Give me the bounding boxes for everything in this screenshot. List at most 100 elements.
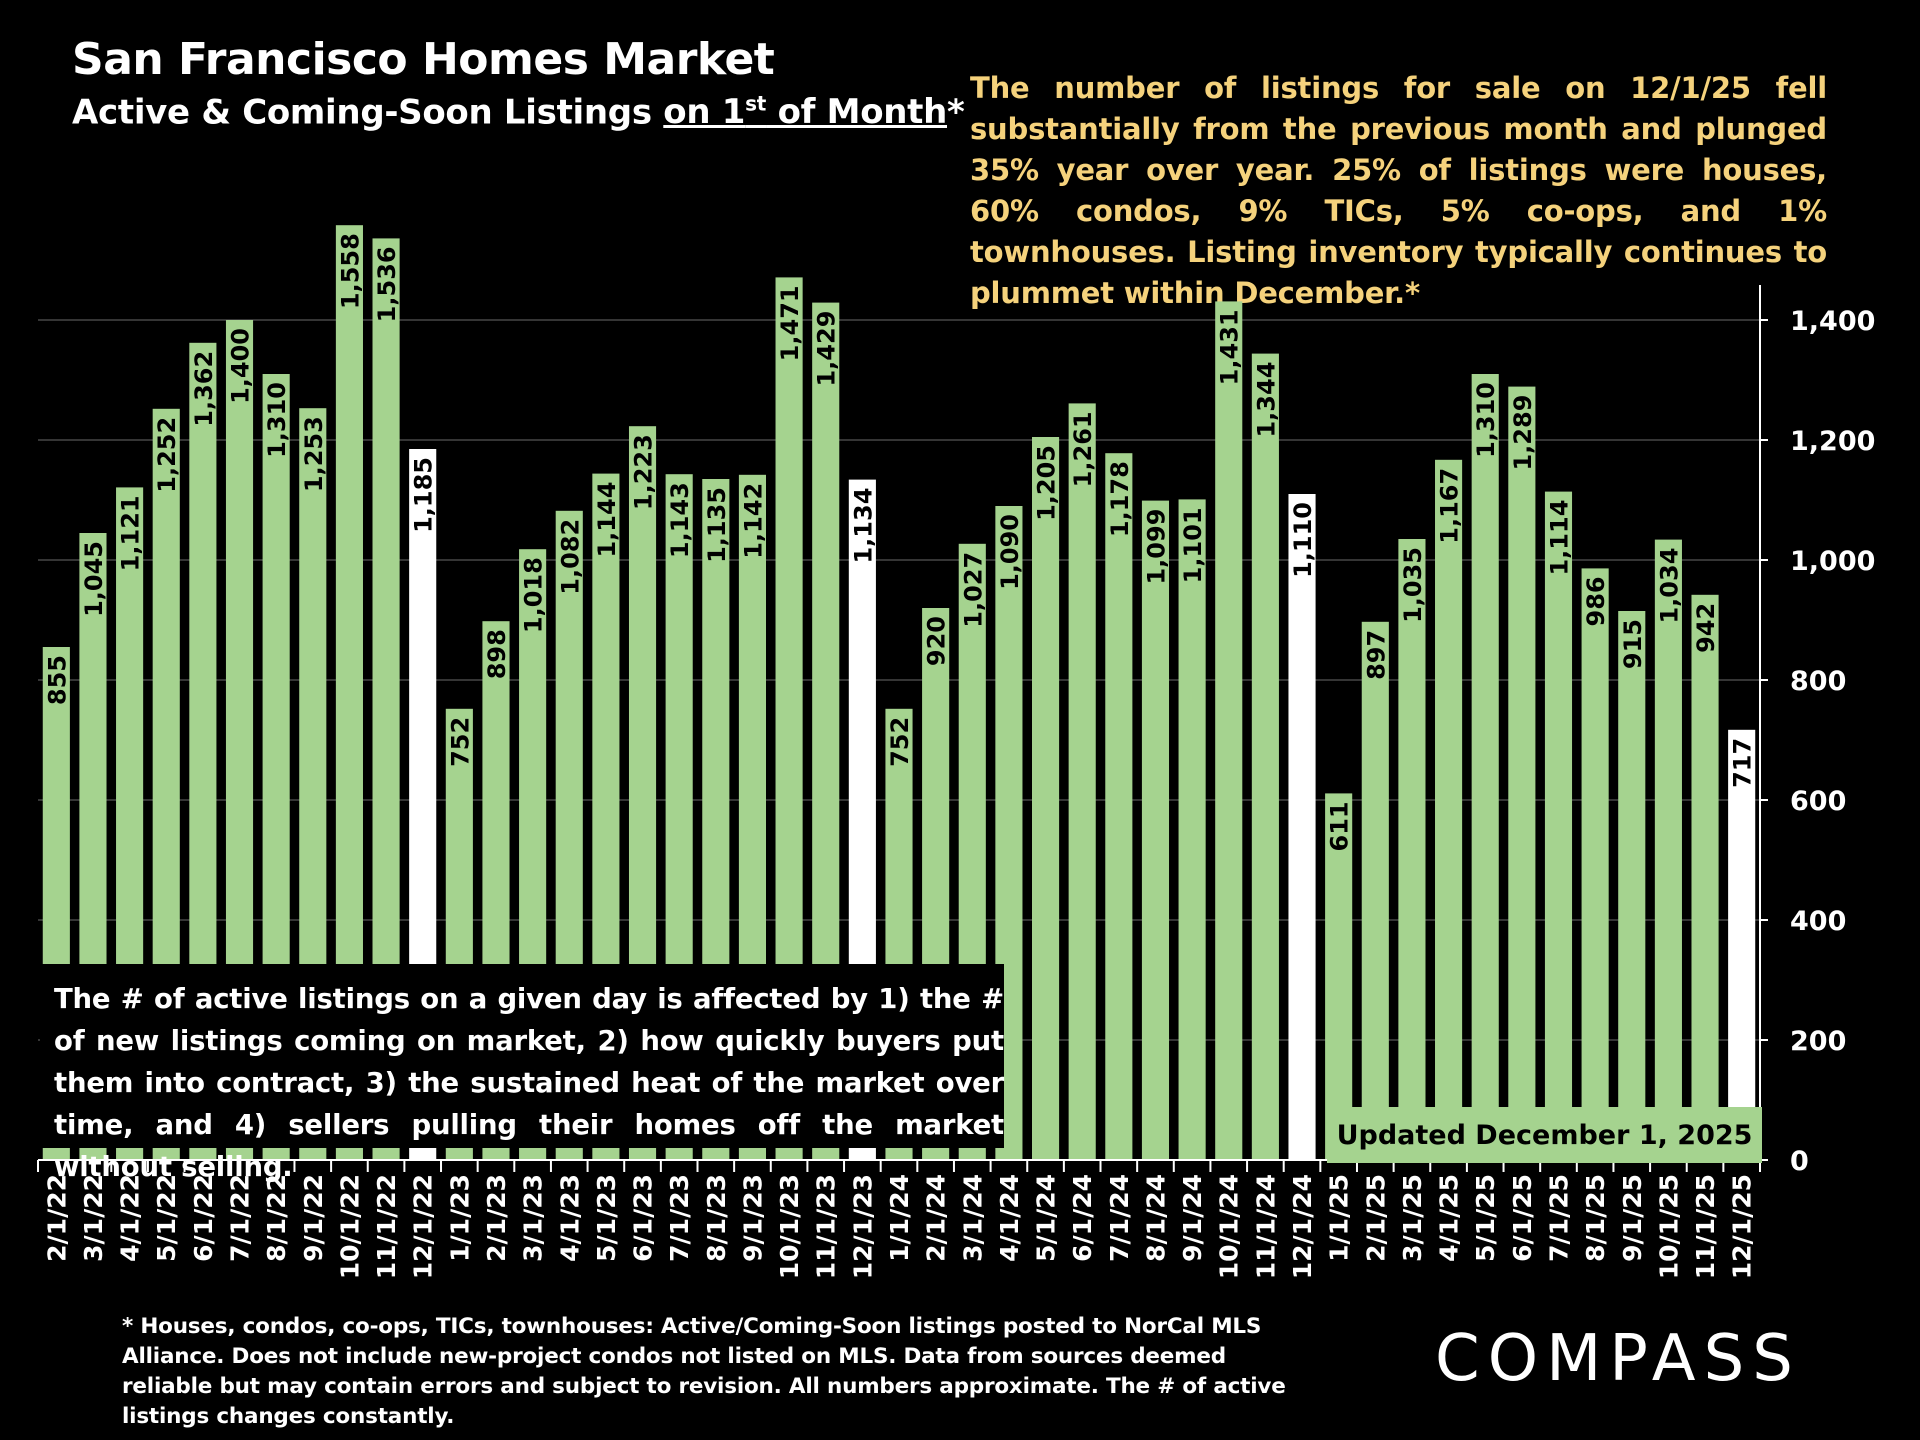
bar-value-label: 1,018: [520, 557, 548, 633]
bar-value-label: 1,121: [117, 495, 145, 571]
bar-value-label: 1,185: [410, 457, 438, 533]
x-tick-label: 5/1/23: [592, 1174, 621, 1262]
bar: [1728, 729, 1756, 1160]
x-tick-label: 1/1/25: [1325, 1174, 1354, 1262]
x-tick-label: 9/1/23: [738, 1174, 767, 1262]
chart-title: San Francisco Homes Market: [72, 34, 775, 85]
bar: [1178, 499, 1206, 1160]
y-tick-label: 800: [1790, 666, 1846, 697]
bar-value-label: 898: [483, 629, 511, 679]
bar-value-label: 1,082: [556, 519, 584, 595]
x-tick-label: 3/1/25: [1398, 1174, 1427, 1262]
bar-value-label: 1,143: [666, 482, 694, 558]
bar: [1031, 437, 1060, 1160]
y-tick-label: 600: [1790, 786, 1846, 817]
x-tick-label: 9/1/25: [1618, 1174, 1647, 1262]
bar: [1618, 611, 1646, 1160]
bar-value-label: 1,252: [153, 417, 181, 493]
x-tick-label: 11/1/22: [372, 1174, 401, 1279]
y-tick-label: 200: [1790, 1026, 1846, 1057]
bar-value-label: 1,035: [1399, 547, 1427, 623]
x-tick-label: 12/1/22: [409, 1174, 438, 1279]
compass-logo: COMPASS: [1435, 1322, 1801, 1396]
x-tick-label: 7/1/24: [1105, 1174, 1134, 1262]
bar: [1288, 494, 1316, 1160]
bar-value-label: 1,536: [373, 246, 401, 322]
x-tick-label: 4/1/22: [116, 1174, 145, 1262]
x-tick-label: 9/1/24: [1178, 1174, 1207, 1262]
bar: [1325, 793, 1353, 1160]
x-tick-label: 6/1/24: [1068, 1174, 1097, 1262]
bar-value-label: 1,099: [1142, 509, 1170, 585]
bar-value-label: 1,310: [263, 382, 291, 458]
bar-value-label: 1,090: [996, 514, 1024, 590]
x-tick-label: 1/1/24: [885, 1174, 914, 1262]
bar-value-label: 1,310: [1472, 382, 1500, 458]
bar-value-label: 1,034: [1655, 548, 1683, 624]
updated-badge: Updated December 1, 2025: [1327, 1107, 1762, 1163]
bar: [1068, 403, 1096, 1160]
bar-value-label: 1,261: [1069, 411, 1097, 487]
x-tick-label: 5/1/22: [152, 1174, 181, 1262]
x-tick-label: 5/1/24: [1032, 1174, 1061, 1262]
x-tick-label: 4/1/24: [995, 1174, 1024, 1262]
x-tick-label: 3/1/22: [79, 1174, 108, 1262]
bar: [1105, 453, 1133, 1160]
bar-value-label: 1,110: [1289, 502, 1317, 578]
x-tick-label: 2/1/22: [42, 1174, 71, 1262]
bar-labels: 855 1,045 1,121 1,252 1,362 1,400 1,310 1,253 1,…: [43, 233, 1756, 851]
y-tick-label: 0: [1790, 1146, 1809, 1177]
bar: [1544, 491, 1573, 1161]
bar-value-label: 855: [43, 655, 71, 705]
bar: [1215, 301, 1243, 1160]
bar: [1654, 539, 1682, 1160]
bar-value-label: 1,135: [703, 487, 731, 563]
x-tick-label: 3/1/23: [519, 1174, 548, 1262]
bar: [1398, 539, 1426, 1160]
bar-value-label: 915: [1619, 619, 1647, 669]
bar-value-label: 1,289: [1509, 395, 1537, 471]
x-tick-label: 4/1/25: [1435, 1174, 1464, 1262]
bar-value-label: 1,142: [739, 483, 767, 559]
bar: [1251, 353, 1279, 1161]
bar-value-label: 1,429: [813, 311, 841, 387]
explanatory-note: The # of active listings on a given day …: [40, 964, 1004, 1183]
bar-value-label: 1,144: [593, 482, 621, 558]
x-tick-label: 3/1/24: [958, 1174, 987, 1262]
x-tick-label: 1/1/23: [445, 1174, 474, 1262]
subtitle-underlined-tail: of Month: [766, 92, 948, 133]
bar-value-label: 611: [1326, 801, 1354, 851]
chart-subtitle: Active & Coming-Soon Listings on 1st of …: [72, 92, 965, 132]
bar-value-label: 1,178: [1106, 461, 1134, 537]
bar-value-label: 1,431: [1216, 309, 1244, 385]
bar: [1361, 621, 1389, 1160]
y-tick-label: 1,200: [1790, 426, 1875, 457]
x-tick-label: 12/1/24: [1288, 1174, 1317, 1279]
bar: [1581, 568, 1609, 1160]
x-tick-label: 9/1/22: [299, 1174, 328, 1262]
bar-value-label: 986: [1582, 576, 1610, 626]
x-tick-label: 10/1/22: [335, 1174, 364, 1279]
x-tick-label: 8/1/25: [1581, 1174, 1610, 1262]
bar-value-label: 1,344: [1252, 362, 1280, 438]
subtitle-prefix: Active & Coming-Soon Listings: [72, 92, 664, 133]
x-tick-label: 12/1/25: [1728, 1174, 1757, 1279]
bar-value-label: 1,253: [300, 416, 328, 492]
x-tick-label: 6/1/22: [189, 1174, 218, 1262]
x-tick-label: 11/1/23: [812, 1174, 841, 1279]
x-tick-label: 2/1/23: [482, 1174, 511, 1262]
bar-value-label: 920: [923, 616, 951, 666]
bar-value-label: 752: [446, 717, 474, 767]
y-tick-label: 1,400: [1790, 306, 1875, 337]
bar-value-label: 1,223: [630, 434, 658, 510]
bar-value-label: 1,362: [190, 351, 218, 427]
footnote: * Houses, condos, co-ops, TICs, townhous…: [122, 1314, 1286, 1429]
x-tick-label: 11/1/24: [1251, 1174, 1280, 1279]
x-tick-label: 7/1/25: [1544, 1174, 1573, 1262]
bar: [1141, 500, 1170, 1161]
subtitle-superscript: st: [745, 92, 767, 116]
bar: [1691, 594, 1719, 1160]
subtitle-underlined: on 1st of Month: [663, 92, 947, 132]
bar-value-label: 1,558: [336, 233, 364, 309]
x-tick-label: 10/1/25: [1654, 1174, 1683, 1279]
